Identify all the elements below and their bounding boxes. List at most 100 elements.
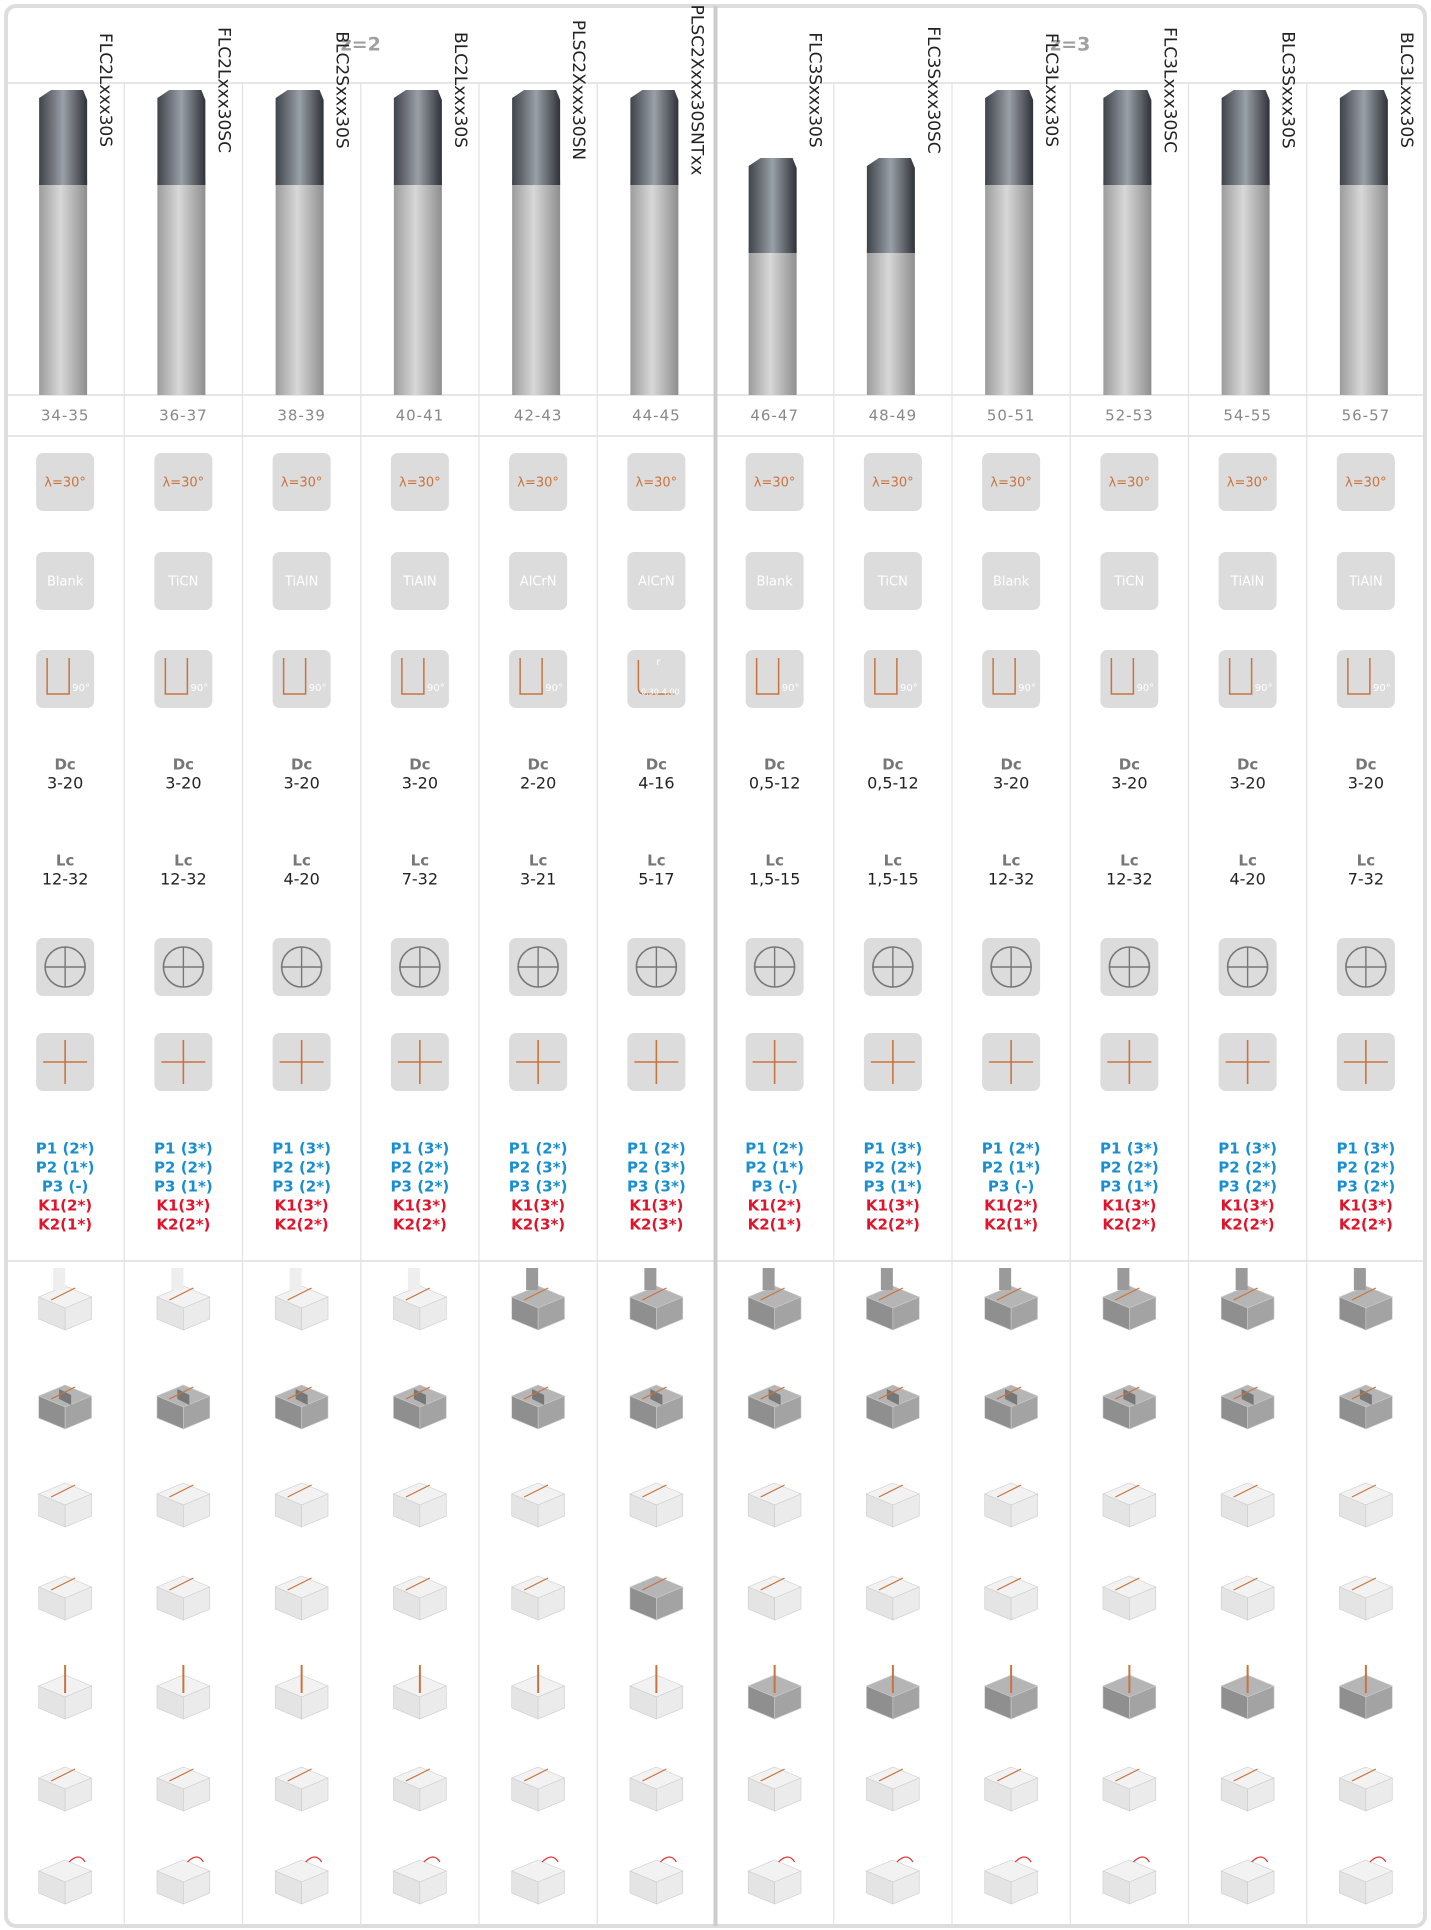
dc-value: 3-20 — [402, 774, 438, 793]
material: K1(2*) — [38, 1197, 92, 1215]
face — [419, 1296, 447, 1331]
dc-label: Dc — [291, 756, 312, 774]
operation-icon — [392, 1665, 448, 1720]
lc-label: Lc — [765, 852, 783, 870]
tool-code: FLC3Sxxx30SC — [923, 26, 943, 153]
group-header: z=3 — [1050, 34, 1090, 56]
path — [50, 1768, 76, 1782]
face — [419, 1395, 447, 1430]
material: P2 (3*) — [627, 1159, 686, 1177]
tool-shank — [512, 180, 561, 395]
path — [760, 1287, 785, 1301]
path — [423, 1856, 441, 1863]
face — [53, 1268, 66, 1290]
lc-label: Lc — [1002, 852, 1020, 870]
dc-value: 3-20 — [1111, 774, 1147, 793]
operation-icon — [983, 1856, 1039, 1905]
path — [169, 1386, 194, 1400]
face — [999, 1268, 1012, 1290]
operation-icon — [629, 1856, 684, 1905]
material: P1 (3*) — [272, 1140, 331, 1158]
operation-icon — [1338, 1856, 1394, 1905]
corner-icon — [390, 650, 449, 708]
face — [1365, 1870, 1393, 1905]
coating: TiAlN — [402, 575, 436, 590]
face — [537, 1395, 565, 1430]
material: P3 (-) — [988, 1178, 1035, 1196]
face — [1129, 1395, 1157, 1430]
path — [523, 1386, 549, 1400]
tool-code: FLC2Lxxx30S — [95, 33, 115, 147]
corner-shape — [755, 658, 780, 695]
tool-code: FLC3Lxxx30SC — [1159, 27, 1179, 153]
corner-shape — [1228, 658, 1253, 695]
tool-shank — [157, 180, 206, 395]
material: K1(3*) — [511, 1197, 565, 1215]
material: P3 (2*) — [272, 1178, 331, 1196]
material: P2 (1*) — [982, 1159, 1041, 1177]
tool-code: BLC2Lxxx30S — [450, 32, 470, 148]
face — [1129, 1493, 1157, 1528]
corner-icon — [745, 650, 804, 708]
corner-shape — [519, 658, 543, 695]
operation-icon — [1220, 1268, 1275, 1331]
dc-label: Dc — [527, 756, 548, 774]
material: K1(3*) — [1221, 1197, 1275, 1215]
coating-icon — [390, 552, 449, 610]
lc-value: 3-21 — [520, 870, 556, 889]
corner-angle: 90° — [1018, 683, 1036, 694]
material: P3 (-) — [42, 1178, 89, 1196]
lc-value: 12-32 — [988, 870, 1035, 889]
operation-icon — [1338, 1665, 1394, 1720]
corner-icon — [982, 650, 1041, 708]
corner-icon — [272, 650, 331, 708]
helix-label: λ=30° — [163, 476, 205, 491]
face — [419, 1685, 447, 1720]
corner-icon — [154, 650, 213, 708]
lc-value: 4-20 — [1229, 870, 1265, 889]
tool-code: FLC3Lxxx30S — [1041, 33, 1061, 147]
path — [523, 1484, 549, 1498]
face — [419, 1493, 447, 1528]
path — [1115, 1484, 1140, 1498]
dc-label: Dc — [173, 756, 194, 774]
operation-icon — [392, 1268, 448, 1331]
lc-value: 12-32 — [160, 870, 207, 889]
operation-icon — [1102, 1268, 1157, 1331]
face — [892, 1777, 920, 1812]
path — [405, 1386, 431, 1400]
tool-shank — [985, 180, 1034, 395]
face — [892, 1685, 920, 1720]
face — [301, 1395, 329, 1430]
material: K2(2*) — [275, 1216, 329, 1234]
path — [760, 1577, 785, 1591]
face — [1010, 1395, 1038, 1430]
corner-shape — [637, 660, 675, 695]
face — [644, 1268, 657, 1290]
lc-value: 7-32 — [402, 870, 438, 889]
lc-value: 1,5-15 — [749, 870, 801, 889]
operation-icon — [37, 1575, 93, 1621]
operation-icon — [1338, 1268, 1394, 1331]
path — [523, 1287, 549, 1301]
operation-icon — [156, 1665, 211, 1720]
material: P2 (2*) — [1100, 1159, 1159, 1177]
lc-label: Lc — [884, 852, 902, 870]
face — [1247, 1493, 1275, 1528]
helix-label: λ=30° — [636, 476, 678, 491]
tool-shank — [630, 180, 679, 395]
material: K2(2*) — [1339, 1216, 1393, 1234]
material: P3 (1*) — [864, 1178, 923, 1196]
path — [996, 1484, 1022, 1498]
lc-value: 12-32 — [42, 870, 89, 889]
material: P2 (2*) — [391, 1159, 450, 1177]
operation-icon — [1220, 1766, 1275, 1812]
helix-icon — [745, 453, 804, 511]
face — [1010, 1777, 1038, 1812]
corner-shape — [46, 658, 70, 695]
dc-label: Dc — [646, 756, 667, 774]
path — [642, 1768, 667, 1782]
operation-icon — [37, 1766, 93, 1812]
operation-icon — [629, 1268, 684, 1331]
face — [1010, 1685, 1038, 1720]
